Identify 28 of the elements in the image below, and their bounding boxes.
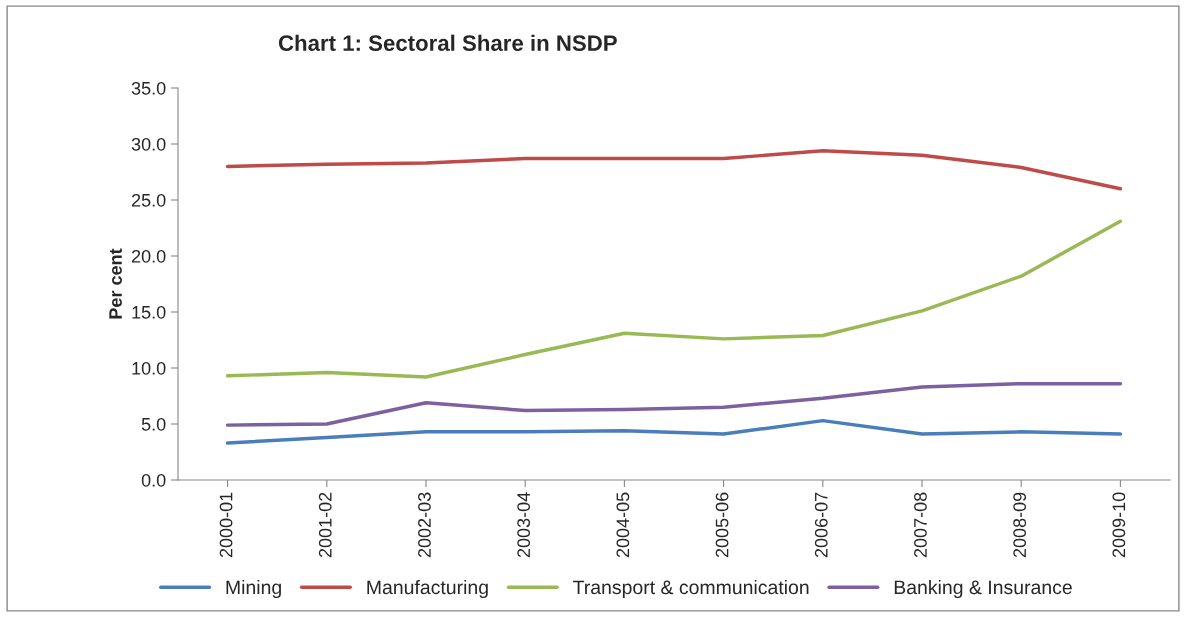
y-tick-label: 0.0 (141, 473, 166, 487)
y-tick-label: 30.0 (131, 137, 166, 151)
x-tick-label: 2000-01 (219, 492, 233, 558)
x-tick-label: 2001-02 (318, 492, 332, 558)
x-tick-label: 2007-08 (914, 492, 927, 558)
legend-label: Transport & communication (573, 579, 809, 599)
y-axis-title: Per cent (109, 248, 122, 319)
x-tick-label: 2002-03 (418, 492, 431, 558)
line-series (225, 219, 1123, 379)
x-tick-label: 2004-05 (616, 492, 630, 558)
x-tick-label: 2006-07 (814, 492, 828, 558)
x-tick-label: 2009-10 (1112, 492, 1126, 558)
x-tick-label: 2005-06 (715, 492, 729, 558)
legend-label: Banking & Insurance (894, 579, 1072, 599)
chart-title: Chart 1: Sectoral Share in NSDP (278, 34, 617, 51)
legend-label: Manufacturing (367, 579, 488, 599)
y-tick-label: 25.0 (131, 193, 166, 207)
x-tick-label: 2003-04 (517, 492, 531, 558)
line-series (225, 418, 1123, 445)
line-series (225, 148, 1123, 191)
y-tick-label: 15.0 (132, 305, 166, 319)
legend-label: Mining (226, 579, 281, 599)
y-tick-label: 20.0 (131, 249, 166, 263)
y-tick-label: 35.0 (131, 81, 166, 95)
y-tick-label: 10.0 (132, 361, 166, 375)
x-tick-label: 2008-09 (1013, 492, 1027, 558)
y-tick-label: 5.0 (141, 417, 166, 431)
line-series (225, 381, 1123, 427)
